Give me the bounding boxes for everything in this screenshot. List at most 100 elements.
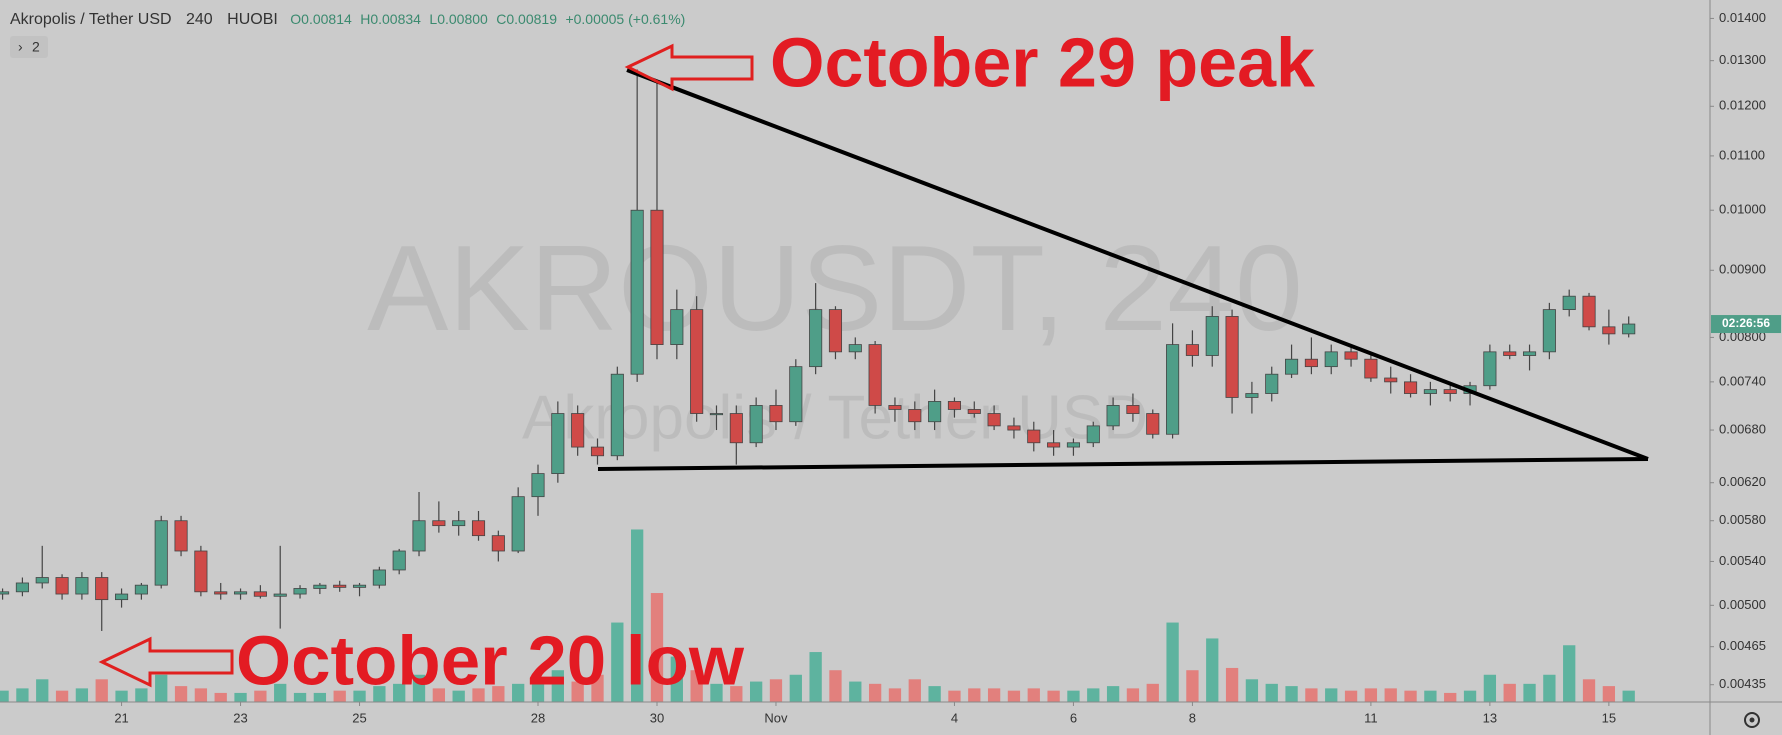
- y-tick-label: 0.00740: [1719, 373, 1766, 388]
- candle-body: [134, 584, 148, 595]
- candle-body: [1404, 381, 1418, 394]
- y-tick-label: 0.01400: [1719, 10, 1766, 25]
- volume-bar: [1602, 686, 1616, 702]
- candle-body: [0, 591, 10, 595]
- y-tick-label: 0.00580: [1719, 512, 1766, 527]
- indicator-toggle[interactable]: [10, 36, 48, 58]
- volume-bar: [968, 688, 981, 702]
- candle-body: [253, 591, 267, 597]
- volume-bar: [194, 688, 208, 702]
- volume-bar: [393, 683, 406, 702]
- candle-body: [551, 413, 565, 474]
- volume-bar: [1047, 690, 1060, 702]
- volume-bar: [353, 690, 366, 702]
- volume-bar: [1305, 688, 1318, 702]
- candle-body: [214, 591, 228, 595]
- axis-layer: 0.01400 0.01300 0.01200 0.01100 0.01000 0.009…: [114, 10, 1781, 725]
- indicator-chevron: ›: [18, 39, 23, 55]
- candle-body: [1384, 377, 1398, 383]
- volume-bar: [631, 529, 644, 702]
- candle-body: [967, 409, 981, 414]
- volume-bar: [650, 593, 664, 702]
- countdown: 02:26:56: [1722, 316, 1770, 330]
- candle-body: [1503, 351, 1517, 356]
- ohlc-change: +0.00005 (+0.61%): [565, 11, 685, 27]
- interval: 240: [186, 11, 213, 28]
- candle-body: [1185, 344, 1199, 356]
- candle-body: [1007, 425, 1021, 431]
- volume-bar: [1384, 688, 1397, 702]
- trend-line-lower: [597, 457, 1649, 471]
- y-tick-label: 0.00435: [1719, 676, 1766, 691]
- x-tick-label: 23: [233, 710, 247, 725]
- candle-body: [1047, 442, 1061, 448]
- candle-body: [709, 413, 724, 416]
- volume-bar: [1245, 679, 1259, 702]
- candle-body: [868, 344, 882, 406]
- volume-bar: [1186, 670, 1199, 702]
- candle-body: [35, 577, 49, 584]
- y-tick-label: 0.01100: [1719, 147, 1765, 162]
- volume-bar: [1503, 683, 1516, 702]
- volume-bar: [452, 690, 465, 702]
- candle-body: [1225, 316, 1239, 398]
- candle-body: [1086, 425, 1100, 444]
- volume-bar: [1582, 679, 1596, 702]
- volume-bar: [293, 692, 307, 702]
- volume-bar: [1483, 674, 1497, 702]
- volume-bar: [155, 674, 168, 702]
- volume-bar: [0, 690, 9, 702]
- candle-body: [1205, 316, 1219, 356]
- volume-bar: [551, 670, 564, 702]
- volume-bar: [571, 681, 584, 702]
- settings-icon[interactable]: [1744, 712, 1760, 728]
- volume-bar: [1463, 690, 1477, 702]
- volume-bar: [174, 686, 188, 702]
- volume-bar: [1067, 690, 1080, 702]
- volume-bar: [1027, 688, 1040, 702]
- volume-bar: [274, 683, 287, 702]
- candle-body: [749, 405, 763, 444]
- volume-bar: [1622, 690, 1635, 702]
- volume-bar: [214, 692, 227, 702]
- candle-body: [1285, 358, 1299, 375]
- volume-bar: [313, 692, 327, 702]
- volume-bar: [512, 683, 525, 702]
- volume-bar: [373, 686, 386, 702]
- candle-body: [115, 593, 129, 601]
- candle-body: [1166, 344, 1180, 435]
- y-tick-label: 0.01300: [1719, 52, 1766, 67]
- candle-body: [1265, 373, 1279, 394]
- candle-layer: [0, 69, 1636, 631]
- candle-body: [888, 405, 902, 410]
- volume-bar: [254, 690, 267, 702]
- volume-bar: [1265, 683, 1278, 702]
- volume-bar: [1404, 690, 1417, 702]
- candle-body: [471, 520, 486, 537]
- candle-body: [1562, 295, 1576, 311]
- volume-bar: [412, 674, 426, 702]
- x-tick-label: 25: [352, 710, 366, 725]
- x-tick-label: 13: [1483, 710, 1497, 725]
- candle-body: [372, 569, 386, 586]
- candle-body: [174, 520, 188, 552]
- volume-bar: [234, 692, 247, 702]
- symbol: Akropolis / Tether USD: [10, 11, 172, 28]
- gear-center: [1749, 717, 1755, 723]
- candle-body: [1066, 442, 1080, 448]
- candle-body: [531, 473, 545, 498]
- candle-body: [1423, 389, 1437, 394]
- candle-body: [1483, 351, 1497, 387]
- volume-bar: [690, 670, 703, 702]
- y-tick-label: 0.00540: [1719, 553, 1766, 568]
- x-tick-label: 6: [1070, 710, 1077, 725]
- arrow-low: [98, 636, 234, 688]
- candle-body: [571, 413, 585, 448]
- volume-bar: [135, 688, 148, 702]
- volume-bar: [1126, 688, 1140, 702]
- volume-bar: [1344, 690, 1358, 702]
- volume-bar: [16, 688, 29, 702]
- volume-bar: [1325, 688, 1338, 702]
- volume-bar: [908, 679, 921, 702]
